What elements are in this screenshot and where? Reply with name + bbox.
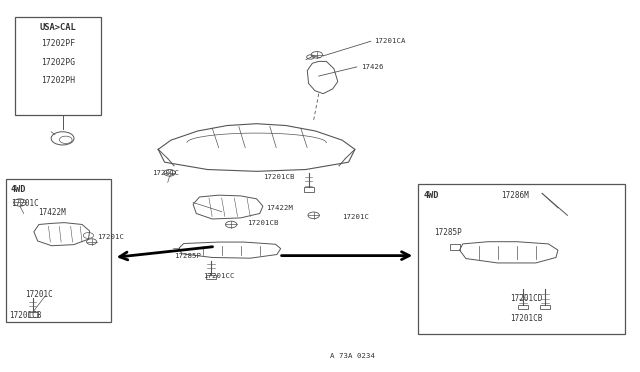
Text: 17201CC: 17201CC xyxy=(203,273,234,279)
Text: USA>CAL: USA>CAL xyxy=(40,23,77,32)
Text: 17201C: 17201C xyxy=(342,214,369,220)
Text: 4WD: 4WD xyxy=(424,191,439,200)
Text: 17201CB: 17201CB xyxy=(510,314,543,323)
Bar xyxy=(303,187,314,192)
Text: 17201C: 17201C xyxy=(25,291,52,299)
Text: 17422M: 17422M xyxy=(266,205,293,211)
Text: 17202PG: 17202PG xyxy=(41,58,76,67)
Text: 17201CB: 17201CB xyxy=(247,219,278,226)
Text: A 73A 0234: A 73A 0234 xyxy=(330,353,374,359)
Text: 17201C: 17201C xyxy=(152,170,179,176)
Text: 17286M: 17286M xyxy=(501,191,529,200)
Text: 4WD: 4WD xyxy=(11,185,26,194)
Text: 17202PH: 17202PH xyxy=(41,76,76,85)
Bar xyxy=(28,312,38,317)
Text: 17201C: 17201C xyxy=(11,199,39,208)
Bar xyxy=(540,305,550,310)
FancyBboxPatch shape xyxy=(6,179,111,321)
Text: 17426: 17426 xyxy=(361,64,384,70)
FancyBboxPatch shape xyxy=(419,184,625,334)
Text: 17201CB: 17201CB xyxy=(9,311,42,320)
Text: 17422M: 17422M xyxy=(38,208,65,217)
Bar xyxy=(518,305,528,310)
FancyBboxPatch shape xyxy=(15,17,101,115)
Text: 17201CA: 17201CA xyxy=(374,38,405,44)
Text: 17201CD: 17201CD xyxy=(510,294,543,303)
Bar xyxy=(206,275,216,279)
Text: 17201C: 17201C xyxy=(97,234,124,240)
Text: 17285P: 17285P xyxy=(434,228,462,237)
Text: 17201CB: 17201CB xyxy=(263,174,294,180)
Text: 17202PF: 17202PF xyxy=(41,39,76,48)
Text: 17285P: 17285P xyxy=(174,253,201,259)
